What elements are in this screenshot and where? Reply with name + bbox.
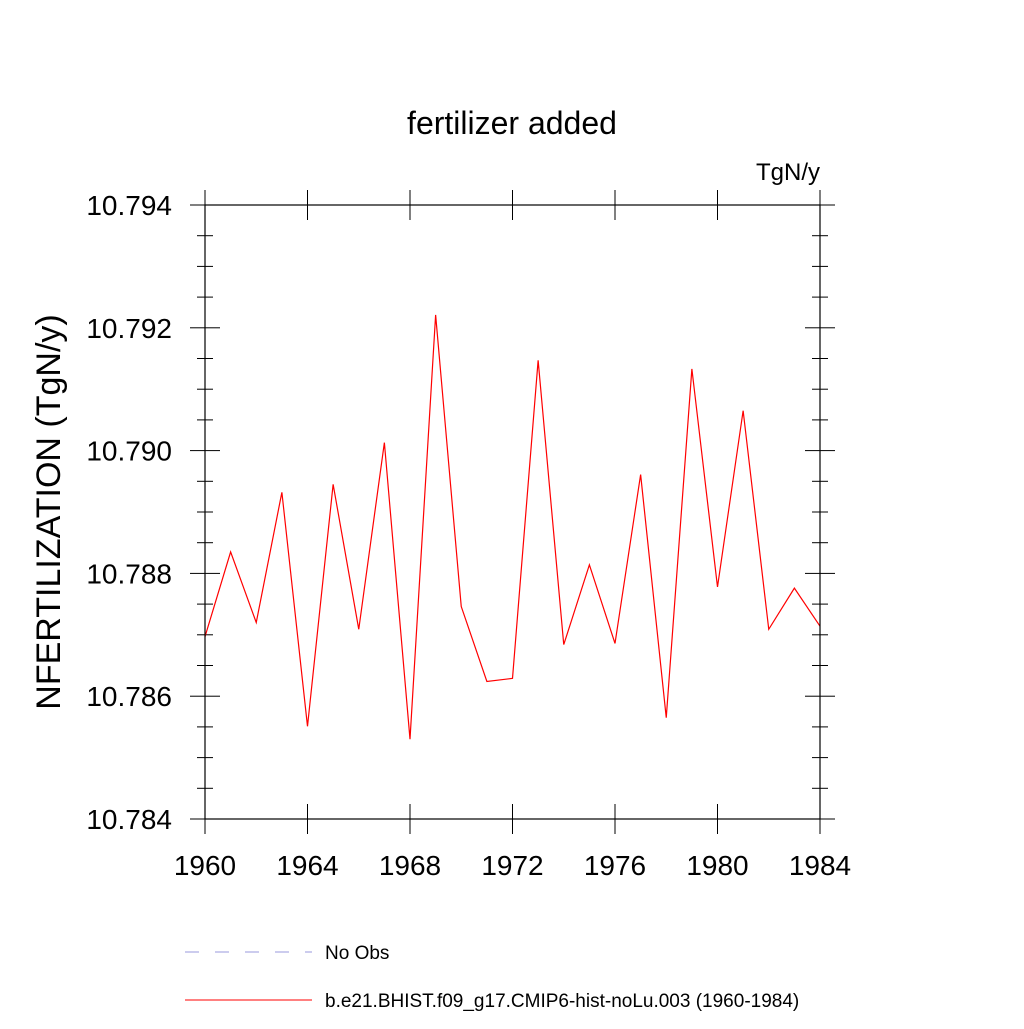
- series-line: [204, 314, 821, 740]
- x-tick-label: 1972: [481, 850, 543, 881]
- y-axis-label: NFERTILIZATION (TgN/y): [30, 314, 68, 709]
- y-tick-label: 10.786: [86, 681, 172, 712]
- x-tick-labels: 1960 1964 1968 1972 1976 1980 1984: [174, 850, 851, 881]
- y-tick-label: 10.788: [86, 558, 172, 589]
- legend-label: No Obs: [325, 943, 389, 964]
- x-tick-label: 1980: [686, 850, 748, 881]
- x-tick-label: 1976: [584, 850, 646, 881]
- y-tick-label: 10.784: [86, 804, 172, 835]
- x-tick-label: 1968: [379, 850, 441, 881]
- x-tick-label: 1960: [174, 850, 236, 881]
- plot-frame: [204, 204, 821, 820]
- x-tick-label: 1964: [276, 850, 338, 881]
- y-tick-label: 10.794: [86, 190, 172, 221]
- series-layer: [204, 314, 821, 740]
- x-tick-label: 1984: [789, 850, 851, 881]
- y-tick-label: 10.792: [86, 313, 172, 344]
- y-tick-labels: 10.784 10.786 10.788 10.790 10.792 10.794: [86, 190, 172, 835]
- legend-label: b.e21.BHIST.f09_g17.CMIP6-hist-noLu.003 …: [325, 991, 799, 1012]
- legend: No Obs b.e21.BHIST.f09_g17.CMIP6-hist-noL…: [185, 943, 799, 1012]
- chart-title: fertilizer added: [407, 105, 617, 141]
- y-tick-label: 10.790: [86, 436, 172, 467]
- axis-ticks: [190, 190, 835, 834]
- units-label: TgN/y: [756, 159, 820, 186]
